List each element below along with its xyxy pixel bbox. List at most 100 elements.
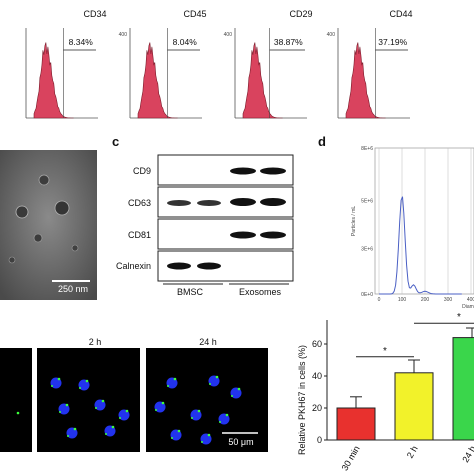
tem-scale-label: 250 nm	[57, 284, 89, 294]
flow-percent-label: 8.34%	[69, 37, 94, 47]
panel-letter-d: d	[318, 134, 326, 149]
wb-band	[230, 231, 256, 239]
bar-y-tick-label: 60	[312, 339, 322, 349]
uptake-exosome-signal	[201, 441, 203, 443]
flow-panel-cd45: 400 8.04%	[119, 28, 202, 119]
uptake-exosome-signal	[219, 421, 221, 423]
uptake-exosome-signal	[119, 417, 121, 419]
bar-y-tick-label: 0	[317, 435, 322, 445]
uptake-image-2h	[37, 348, 140, 452]
uptake-exosome-signal	[215, 375, 219, 379]
tem-vesicle	[15, 205, 29, 219]
uptake-exosome-signal	[51, 385, 53, 387]
bar-category-label: 24 h	[460, 444, 474, 464]
uptake-exosome-signal	[125, 409, 129, 413]
western-blot	[157, 154, 294, 285]
uptake-label-24h: 24 h	[199, 337, 217, 347]
wb-label-cd63: CD63	[127, 198, 151, 208]
nta-plot: 8E+6 5E+6 3E+6 0E+0 Particles / mL 0 100 200 300…	[351, 146, 474, 310]
uptake-exosome-signal	[67, 435, 69, 437]
uptake-exosome-signal	[207, 433, 211, 437]
uptake-exosome-signal	[191, 417, 193, 419]
uptake-image-30min	[0, 348, 32, 452]
uptake-exosome-signal	[167, 385, 169, 387]
flow-histogram	[242, 42, 283, 119]
flow-histograms: 8.34% 400 8.04% 400 38.87% 400 37.19%	[25, 28, 410, 119]
flow-panel-cd44: 400 37.19%	[327, 28, 410, 119]
wb-band	[167, 200, 191, 206]
uptake-exosome-signal	[155, 409, 157, 411]
wb-band	[260, 198, 286, 206]
uptake-images	[0, 348, 268, 452]
uptake-exosome-signal	[197, 409, 201, 413]
flow-panel-cd34: 8.34%	[25, 28, 98, 119]
wb-band	[167, 262, 191, 270]
uptake-exosome-signal	[231, 395, 233, 397]
uptake-exosome-signal	[57, 377, 61, 381]
tem-image	[0, 150, 97, 300]
bar-y-label: Relative PKH67 in cells (%)	[297, 345, 307, 455]
uptake-exosome-signal	[171, 437, 173, 439]
nta-y-tick: 8E+6	[361, 146, 373, 152]
uptake-exosome-signal	[101, 399, 105, 403]
bar-category-label: 2 h	[405, 444, 420, 460]
tem-vesicle	[54, 200, 70, 216]
wb-group-bmsc: BMSC	[176, 287, 203, 297]
uptake-exosome-signal	[95, 407, 97, 409]
uptake-exosome-signal	[209, 383, 211, 385]
uptake-exosome-signal	[105, 433, 107, 435]
nta-x-tick: 300	[444, 297, 453, 303]
tem-vesicle	[38, 174, 50, 186]
nta-x-tick: 400	[467, 297, 474, 303]
bar-y-tick-label: 40	[312, 371, 322, 381]
flow-histogram	[137, 42, 178, 119]
panel-letter-c: c	[112, 134, 120, 149]
wb-group-exosomes: Exosomes	[238, 287, 282, 297]
nta-x-label: Diam	[462, 304, 474, 310]
nta-y-tick: 3E+6	[361, 247, 373, 253]
flow-y-tick-label: 400	[119, 32, 128, 38]
bar-30min	[336, 407, 376, 441]
significance-star: *	[383, 346, 387, 357]
wb-label-cd81: CD81	[127, 230, 151, 240]
bar-y-tick-label: 20	[312, 403, 322, 413]
nta-x-tick: 0	[378, 297, 381, 303]
flow-title-cd45: CD45	[183, 9, 207, 19]
uptake-exosome-signal	[173, 377, 177, 381]
nta-x-tick: 200	[421, 297, 430, 303]
flow-panel-cd29: 400 38.87%	[224, 28, 307, 119]
uptake-exosome-signal	[237, 387, 241, 391]
uptake-exosome-signal	[161, 401, 165, 405]
tem-vesicle	[33, 233, 43, 243]
flow-y-tick-label: 400	[224, 32, 233, 38]
nta-y-label: Particles / mL	[351, 206, 357, 237]
flow-histogram	[345, 42, 386, 119]
flow-y-tick-label: 400	[327, 32, 336, 38]
flow-percent-label: 38.87%	[274, 37, 303, 47]
flow-percent-label: 37.19%	[378, 37, 407, 47]
nta-x-tick: 100	[398, 297, 407, 303]
uptake-exosome-signal	[85, 379, 89, 383]
wb-band	[197, 200, 221, 206]
uptake-exosome-signal	[225, 413, 229, 417]
flow-histogram	[33, 42, 74, 119]
uptake-exosome-signal	[111, 425, 115, 429]
uptake-exosome-signal	[177, 429, 181, 433]
wb-band	[260, 231, 286, 239]
nta-frame	[374, 147, 474, 295]
flow-percent-label: 8.04%	[173, 37, 198, 47]
wb-band	[197, 262, 221, 270]
uptake-exosome-signal	[65, 403, 69, 407]
bar-24h	[452, 337, 474, 441]
uptake-exosome-signal	[59, 411, 61, 413]
wb-label-cd9: CD9	[132, 166, 151, 176]
nta-size-curve	[379, 196, 462, 295]
uptake-bar-chart: 0 20 40 60 Relative PKH67 in cells (%) 30 min…	[297, 312, 474, 472]
wb-label-calnexin: Calnexin	[115, 261, 151, 271]
flow-title-cd34: CD34	[83, 9, 107, 19]
uptake-exosome-signal	[79, 387, 81, 389]
wb-band	[260, 167, 286, 175]
uptake-scale-label: 50 μm	[228, 437, 254, 447]
flow-title-cd29: CD29	[289, 9, 313, 19]
wb-band	[230, 198, 256, 206]
